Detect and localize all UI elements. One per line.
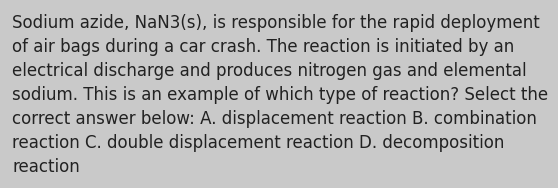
Text: correct answer below: A. displacement reaction B. combination: correct answer below: A. displacement re…	[12, 110, 537, 128]
Text: of air bags during a car crash. The reaction is initiated by an: of air bags during a car crash. The reac…	[12, 38, 514, 56]
Text: electrical discharge and produces nitrogen gas and elemental: electrical discharge and produces nitrog…	[12, 62, 527, 80]
Text: sodium. This is an example of which type of reaction? Select the: sodium. This is an example of which type…	[12, 86, 548, 104]
Text: Sodium azide, NaN3(s), is responsible for the rapid deployment: Sodium azide, NaN3(s), is responsible fo…	[12, 14, 540, 32]
Text: reaction: reaction	[12, 158, 80, 176]
Text: reaction C. double displacement reaction D. decomposition: reaction C. double displacement reaction…	[12, 134, 504, 152]
